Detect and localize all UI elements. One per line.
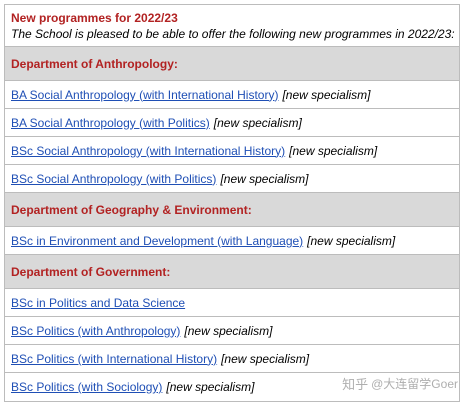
department-header: Department of Geography & Environment: [5,193,459,227]
programme-row: BSc in Politics and Data Science [5,289,459,317]
programme-tag: [new specialism] [213,115,302,130]
programme-row: BA Social Anthropology (with Politics) [… [5,109,459,137]
programme-tag: [new specialism] [289,143,378,158]
programme-link[interactable]: BA Social Anthropology (with Politics) [11,115,210,130]
programme-row: BSc Politics (with International History… [5,345,459,373]
programme-tag: [new specialism] [221,351,310,366]
programme-link[interactable]: BSc Politics (with Anthropology) [11,323,181,338]
programme-row: BSc Politics (with Sociology) [new speci… [5,373,459,401]
programme-row: BSc Social Anthropology (with Internatio… [5,137,459,165]
programme-row: BSc Social Anthropology (with Politics) … [5,165,459,193]
programmes-table: New programmes for 2022/23 The School is… [4,4,460,402]
programme-tag: [new specialism] [184,323,273,338]
department-header: Department of Anthropology: [5,47,459,81]
programme-tag: [new specialism] [220,171,309,186]
programme-link[interactable]: BSc in Environment and Development (with… [11,233,304,248]
programme-row: BSc Politics (with Anthropology) [new sp… [5,317,459,345]
programme-link[interactable]: BA Social Anthropology (with Internation… [11,87,279,102]
programme-link[interactable]: BSc in Politics and Data Science [11,295,186,310]
intro-subtitle: The School is pleased to be able to offe… [11,26,455,41]
programme-row: BSc in Environment and Development (with… [5,227,459,255]
programme-link[interactable]: BSc Social Anthropology (with Internatio… [11,143,286,158]
programme-tag: [new specialism] [307,233,396,248]
programme-link[interactable]: BSc Politics (with International History… [11,351,218,366]
intro-title: New programmes for 2022/23 [11,10,178,25]
programme-tag: [new specialism] [282,87,371,102]
watermark: 知乎 @大连留学Goer [342,374,458,393]
programme-row: BA Social Anthropology (with Internation… [5,81,459,109]
watermark-site: 知乎 [342,377,369,392]
programme-link[interactable]: BSc Politics (with Sociology) [11,380,163,394]
department-header: Department of Government: [5,255,459,289]
watermark-handle: @大连留学Goer [371,377,458,391]
intro-row: New programmes for 2022/23 The School is… [5,5,459,47]
programme-link[interactable]: BSc Social Anthropology (with Politics) [11,171,217,186]
programme-tag: [new specialism] [166,380,255,394]
